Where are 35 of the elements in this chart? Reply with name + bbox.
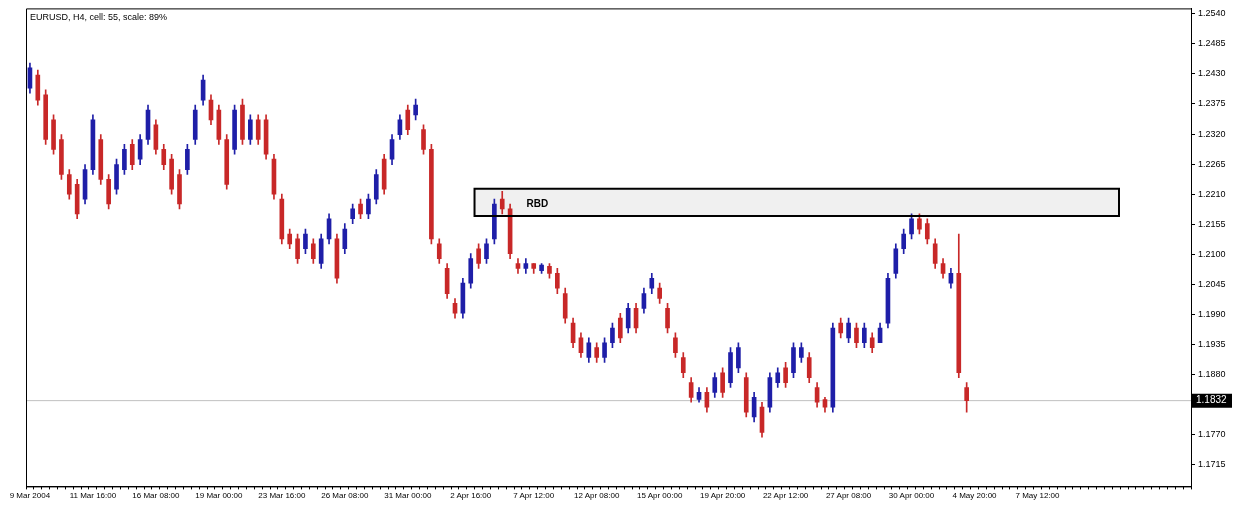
ref-line-label: 1.1832 bbox=[1196, 394, 1228, 406]
x-tick-label: 19 Apr 20:00 bbox=[699, 491, 746, 501]
x-tick-label: 23 Mar 16:00 bbox=[258, 491, 306, 501]
y-tick-label: 1.1770 bbox=[1198, 428, 1226, 439]
y-tick-label: 1.2375 bbox=[1198, 98, 1226, 109]
band-label: RBD bbox=[526, 198, 549, 210]
text: EURUSD, H4, cell: 55, scale: 89% bbox=[30, 12, 168, 23]
x-tick-label: 11 Mar 16:00 bbox=[69, 491, 117, 501]
y-tick-label: 1.1880 bbox=[1198, 368, 1226, 379]
x-tick-label: 15 Apr 00:00 bbox=[636, 491, 683, 501]
x-tick-label: 26 Mar 08:00 bbox=[321, 491, 369, 501]
x-tick-label: 2 Apr 16:00 bbox=[450, 491, 492, 501]
y-tick-label: 1.2485 bbox=[1198, 38, 1226, 49]
y-tick-label: 1.1935 bbox=[1198, 338, 1226, 349]
x-tick-label: 19 Mar 00:00 bbox=[195, 491, 243, 501]
x-tick-label: 12 Apr 08:00 bbox=[574, 491, 620, 501]
x-tick-label: 27 Apr 08:00 bbox=[825, 491, 872, 501]
y-tick-label: 1.1990 bbox=[1198, 308, 1226, 319]
y-tick-label: 1.2045 bbox=[1198, 278, 1226, 289]
y-tick-label: 1.2265 bbox=[1198, 158, 1226, 169]
x-tick-label: 9 Mar 2004 bbox=[9, 491, 51, 501]
x-tick-label: 31 Mar 00:00 bbox=[384, 491, 432, 501]
y-tick-label: 1.2430 bbox=[1198, 68, 1226, 79]
y-tick-label: 1.2540 bbox=[1198, 8, 1226, 19]
x-tick-label: 22 Apr 12:00 bbox=[762, 491, 809, 501]
x-tick-label: 16 Mar 08:00 bbox=[132, 491, 180, 501]
y-tick-label: 1.2210 bbox=[1198, 188, 1226, 199]
x-tick-label: 7 May 12:00 bbox=[1015, 491, 1061, 501]
y-tick-label: 1.2155 bbox=[1198, 218, 1226, 229]
x-tick-label: 30 Apr 00:00 bbox=[888, 491, 935, 501]
y-tick-label: 1.1715 bbox=[1198, 459, 1226, 470]
x-tick-label: 7 Apr 12:00 bbox=[513, 491, 555, 501]
x-tick-label: 4 May 20:00 bbox=[952, 491, 998, 501]
y-tick-label: 1.2320 bbox=[1198, 128, 1226, 139]
y-tick-label: 1.2100 bbox=[1198, 248, 1226, 259]
